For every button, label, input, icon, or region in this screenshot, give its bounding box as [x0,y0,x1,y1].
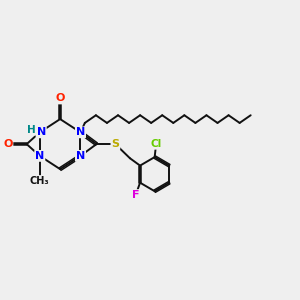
Text: N: N [76,127,85,137]
Text: H: H [27,125,36,135]
Text: Cl: Cl [151,139,162,149]
Text: O: O [56,94,65,103]
Text: O: O [3,139,12,149]
Text: N: N [35,151,44,161]
Text: CH₃: CH₃ [30,176,50,186]
Text: N: N [76,151,85,161]
Text: F: F [132,190,140,200]
Text: N: N [37,127,46,137]
Text: S: S [111,139,119,149]
